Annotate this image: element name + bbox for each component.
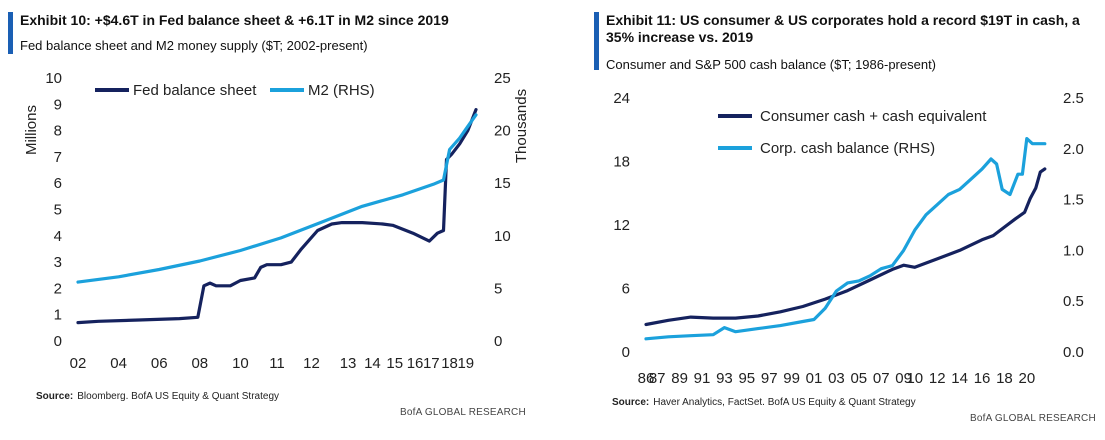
y-tick-label: 0	[54, 333, 62, 350]
exhibit-10-panel: Exhibit 10: +$4.6T in Fed balance sheet …	[0, 0, 540, 440]
y2-tick-label: 20	[494, 123, 511, 140]
chart-subtitle: Consumer and S&P 500 cash balance ($T; 1…	[606, 57, 937, 72]
y-tick-label: 5	[54, 202, 62, 219]
x-tick-label: 16	[407, 355, 424, 372]
x-tick-label: 04	[110, 355, 127, 372]
source-note: Source: Haver Analytics, FactSet. BofA US…	[612, 397, 916, 408]
series-line	[76, 107, 478, 325]
chart-title: Exhibit 10: +$4.6T in Fed balance sheet …	[20, 12, 449, 28]
y2-tick-label: 1.0	[1063, 242, 1084, 259]
y-tick-label: 24	[613, 90, 630, 107]
source-note: Source: Bloomberg. BofA US Equity & Quant…	[36, 391, 279, 402]
y2-tick-label: 1.5	[1063, 192, 1084, 209]
exhibit-accent-bar	[594, 12, 599, 70]
exhibit-11-panel: Exhibit 11: US consumer & US corporates …	[590, 0, 1105, 440]
y-tick-label: 2	[54, 280, 62, 297]
x-tick-label: 11	[269, 355, 285, 372]
x-tick-label: 91	[694, 370, 711, 387]
x-tick-label: 99	[783, 370, 800, 387]
y-axis-label: Millions	[23, 105, 40, 155]
x-tick-label: 18	[996, 370, 1013, 387]
x-tick-label: 07	[873, 370, 890, 387]
legend-label: Consumer cash + cash equivalent	[760, 108, 987, 125]
series-line	[644, 137, 1047, 341]
legend-label: Fed balance sheet	[133, 82, 257, 99]
y-tick-label: 3	[54, 254, 62, 271]
y-tick-label: 6	[54, 175, 62, 192]
y-tick-label: 7	[54, 149, 62, 166]
x-tick-label: 19	[457, 355, 474, 372]
y2-tick-label: 15	[494, 175, 511, 192]
y-tick-label: 18	[613, 154, 630, 171]
y-tick-label: 6	[622, 281, 630, 298]
y2-tick-label: 0.0	[1063, 344, 1084, 361]
y-tick-label: 9	[54, 96, 62, 113]
y-tick-label: 0	[622, 344, 630, 361]
x-tick-label: 86	[638, 370, 655, 387]
x-tick-label: 87	[649, 370, 666, 387]
y-tick-label: 4	[54, 228, 62, 245]
y-tick-label: 1	[54, 307, 62, 324]
x-tick-label: 14	[951, 370, 968, 387]
y2-tick-label: 25	[494, 70, 511, 87]
x-tick-label: 17	[423, 355, 440, 372]
brand-label: BofA GLOBAL RESEARCH	[970, 413, 1096, 424]
source-label: Source:	[36, 391, 74, 402]
x-tick-label: 01	[806, 370, 823, 387]
legend-label: M2 (RHS)	[308, 82, 375, 99]
y2-tick-label: 0.5	[1063, 293, 1084, 310]
y2-axis-label: Thousands	[513, 89, 530, 163]
x-tick-label: 14	[364, 355, 381, 372]
y-tick-label: 8	[54, 123, 62, 140]
y2-tick-label: 2.0	[1063, 141, 1084, 158]
x-tick-label: 05	[850, 370, 867, 387]
brand-label: BofA GLOBAL RESEARCH	[400, 407, 526, 418]
y2-tick-label: 0	[494, 333, 502, 350]
chart-subtitle: Fed balance sheet and M2 money supply ($…	[20, 38, 368, 53]
series-line	[644, 167, 1047, 327]
x-tick-label: 20	[1018, 370, 1035, 387]
x-tick-label: 16	[974, 370, 991, 387]
source-label: Source:	[612, 397, 650, 408]
exhibit-accent-bar	[8, 12, 13, 54]
source-text: Bloomberg. BofA US Equity & Quant Strate…	[77, 391, 280, 402]
x-tick-label: 12	[303, 355, 320, 372]
x-tick-label: 97	[761, 370, 778, 387]
x-tick-label: 03	[828, 370, 845, 387]
source-text: Haver Analytics, FactSet. BofA US Equity…	[653, 397, 916, 408]
y-tick-label: 10	[45, 70, 62, 87]
x-tick-label: 12	[929, 370, 946, 387]
y2-tick-label: 10	[494, 228, 511, 245]
x-tick-label: 06	[151, 355, 168, 372]
y2-tick-label: 2.5	[1063, 90, 1084, 107]
series-line	[76, 113, 478, 284]
x-tick-label: 08	[191, 355, 208, 372]
x-tick-label: 09	[895, 370, 912, 387]
y2-tick-label: 5	[494, 280, 502, 297]
x-tick-label: 10	[906, 370, 923, 387]
x-tick-label: 10	[232, 355, 249, 372]
x-tick-label: 02	[70, 355, 87, 372]
chart-title: Exhibit 11: US consumer & US corporates …	[606, 12, 1080, 45]
x-tick-label: 13	[340, 355, 357, 372]
x-tick-label: 18	[441, 355, 458, 372]
x-tick-label: 93	[716, 370, 733, 387]
x-tick-label: 89	[671, 370, 688, 387]
legend-label: Corp. cash balance (RHS)	[760, 140, 935, 157]
y-tick-label: 12	[613, 217, 630, 234]
x-tick-label: 95	[738, 370, 755, 387]
x-tick-label: 15	[386, 355, 403, 372]
